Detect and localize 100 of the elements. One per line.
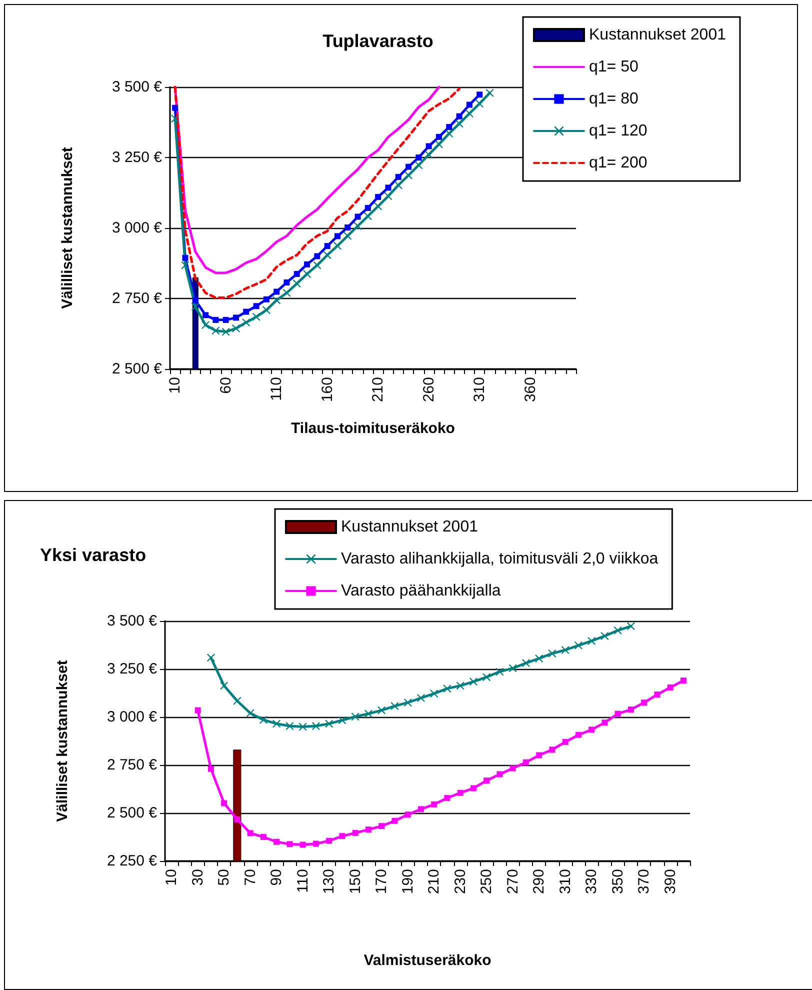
- x-tick-label: 250: [478, 869, 496, 894]
- point: [549, 746, 556, 753]
- x-tick-label: 310: [471, 377, 488, 402]
- point: [260, 834, 266, 840]
- point: [375, 194, 382, 200]
- point: [212, 326, 220, 335]
- point: [222, 316, 229, 323]
- point: [436, 134, 442, 140]
- point: [303, 270, 312, 278]
- y-tick-label: 2 750 €: [106, 756, 158, 774]
- point: [206, 654, 215, 662]
- legend-label: Kustannukset 2001: [589, 26, 726, 44]
- point: [654, 692, 660, 698]
- point: [456, 113, 462, 120]
- legend-label: q1= 50: [589, 58, 638, 76]
- point: [469, 678, 478, 686]
- point: [364, 204, 371, 211]
- x-tick-label: 110: [294, 869, 312, 893]
- point: [339, 833, 346, 840]
- point: [628, 706, 634, 713]
- x-tick-label: 170: [373, 869, 390, 894]
- point: [243, 308, 250, 315]
- point: [434, 140, 443, 148]
- y-tick-label: 3 000 €: [106, 708, 158, 726]
- point: [455, 120, 464, 128]
- x-tick-label: 210: [370, 377, 387, 402]
- point: [263, 296, 270, 302]
- point: [486, 88, 494, 97]
- point: [536, 752, 542, 758]
- point: [313, 261, 322, 270]
- point: [404, 698, 412, 707]
- point: [588, 636, 596, 645]
- point: [424, 150, 433, 159]
- point: [344, 224, 351, 230]
- point: [562, 738, 568, 745]
- point: [354, 214, 361, 220]
- point: [354, 222, 362, 230]
- x-tick-label: 270: [504, 869, 522, 894]
- point: [602, 720, 608, 726]
- point: [292, 280, 301, 288]
- point: [626, 622, 635, 630]
- point: [191, 302, 200, 311]
- point: [242, 318, 250, 326]
- point: [535, 654, 544, 662]
- point: [300, 842, 306, 848]
- point: [522, 759, 529, 766]
- x-axis-title: Valmistuseräkoko: [364, 952, 492, 969]
- legend-label: q1= 200: [589, 154, 648, 172]
- x-tick-label: 160: [318, 377, 336, 402]
- x-tick-label: 190: [399, 869, 416, 894]
- point: [262, 306, 270, 314]
- point: [352, 830, 358, 836]
- point: [312, 840, 319, 847]
- point: [404, 812, 411, 818]
- point: [476, 92, 483, 98]
- x-tick-label: 230: [452, 869, 469, 894]
- legend-label: Kustannukset 2001: [341, 518, 478, 536]
- point: [457, 790, 464, 796]
- point: [192, 297, 198, 304]
- x-tick-label: 310: [556, 869, 574, 894]
- x-tick-label: 130: [320, 869, 338, 894]
- y-tick-label: 2 750 €: [112, 290, 163, 307]
- point: [298, 722, 307, 731]
- point: [208, 766, 214, 772]
- legend-label: q1= 80: [589, 90, 638, 108]
- line-series: [174, 86, 461, 299]
- point: [294, 270, 300, 277]
- chart-title: Tuplavarasto: [322, 31, 434, 51]
- point: [600, 632, 609, 640]
- point: [221, 800, 228, 806]
- point: [212, 316, 219, 323]
- point: [171, 114, 180, 123]
- point: [274, 838, 280, 845]
- point: [456, 682, 464, 690]
- point: [394, 181, 402, 190]
- x-axis-title: Tilaus-toimituseräkoko: [291, 420, 455, 437]
- x-tick-label: 330: [583, 869, 600, 894]
- point: [614, 626, 622, 634]
- legend-label: Varasto alihankkijalla, toimitusväli 2,0 viikkoa: [341, 550, 658, 568]
- x-tick-label: 10: [166, 377, 184, 394]
- x-tick-label: 210: [426, 869, 443, 894]
- point: [314, 253, 320, 260]
- point: [406, 164, 412, 170]
- point: [234, 816, 240, 822]
- point: [426, 143, 432, 150]
- point: [325, 720, 334, 728]
- point: [444, 795, 450, 802]
- legend-label: Varasto päähankkijalla: [341, 582, 501, 600]
- x-tick-label: 70: [242, 869, 259, 886]
- point: [252, 312, 260, 321]
- x-tick-label: 350: [609, 869, 626, 894]
- x-tick-label: 60: [217, 377, 234, 394]
- point: [334, 233, 340, 240]
- point: [416, 154, 422, 160]
- point: [496, 771, 503, 778]
- y-tick-label: 3 250 €: [112, 149, 163, 166]
- point: [445, 130, 454, 138]
- point: [222, 328, 230, 336]
- point: [274, 288, 280, 295]
- y-axis-title: Välilliset kustannukset: [54, 660, 71, 822]
